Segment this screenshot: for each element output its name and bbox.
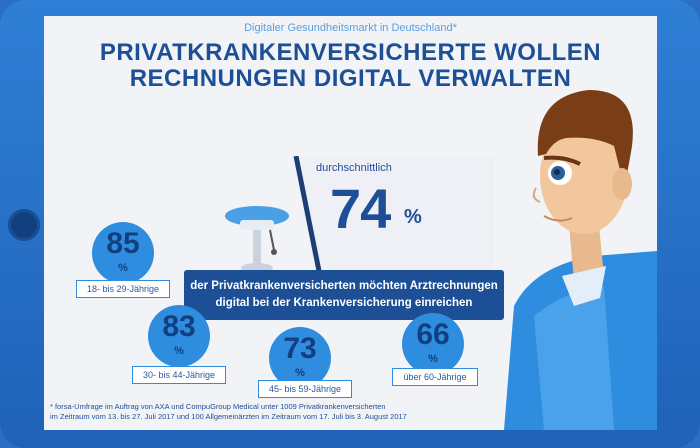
age-bubble-45-59: 73 % <box>269 327 331 389</box>
banner-line-1: der Privatkrankenversicherten möchten Ar… <box>190 280 498 292</box>
age-label-45-59: 45- bis 59-Jährige <box>258 380 352 398</box>
banner-line-2: digital bei der Krankenversicherung einr… <box>215 297 473 309</box>
home-button[interactable] <box>8 209 40 241</box>
headline-line-2: RECHNUNGEN DIGITAL VERWALTEN <box>129 65 572 92</box>
age-unit: % <box>174 345 184 357</box>
man-illustration <box>504 90 657 430</box>
age-unit: % <box>295 367 305 379</box>
footnote-line-1: * forsa-Umfrage im Auftrag von AXA und C… <box>50 402 386 411</box>
average-value: 74 <box>330 177 391 240</box>
age-bubble-30-44: 83 % <box>148 305 210 367</box>
age-value: 66 <box>416 318 450 351</box>
infographic-screen: Digitaler Gesundheitsmarkt in Deutschlan… <box>44 16 657 430</box>
age-value: 85 <box>106 227 140 260</box>
average-label: durchschnittlich <box>316 162 392 174</box>
age-unit: % <box>118 262 128 274</box>
laptop-illustration <box>293 156 498 280</box>
age-value: 73 <box>283 332 317 365</box>
age-label-60-plus: über 60-Jährige <box>392 368 478 386</box>
headline-line-1: PRIVATKRANKENVERSICHERTE WOLLEN <box>99 39 602 66</box>
headline: PRIVATKRANKENVERSICHERTE WOLLEN RECHNUNG… <box>44 40 657 92</box>
main-statement-banner: der Privatkrankenversicherten möchten Ar… <box>184 270 504 320</box>
desk-lamp <box>225 206 289 273</box>
age-bubble-60-plus: 66 % <box>402 313 464 375</box>
age-unit: % <box>428 353 438 365</box>
age-label-18-29: 18- bis 29-Jährige <box>76 280 170 298</box>
age-label-30-44: 30- bis 44-Jährige <box>132 366 226 384</box>
footnote: * forsa-Umfrage im Auftrag von AXA und C… <box>50 402 407 422</box>
age-value: 83 <box>162 310 196 343</box>
footnote-line-2: im Zeitraum vom 13. bis 27. Juli 2017 un… <box>50 412 407 421</box>
subtitle: Digitaler Gesundheitsmarkt in Deutschlan… <box>244 22 457 34</box>
age-bubble-18-29: 85 % <box>92 222 154 284</box>
average-percent-sign: % <box>404 206 422 228</box>
